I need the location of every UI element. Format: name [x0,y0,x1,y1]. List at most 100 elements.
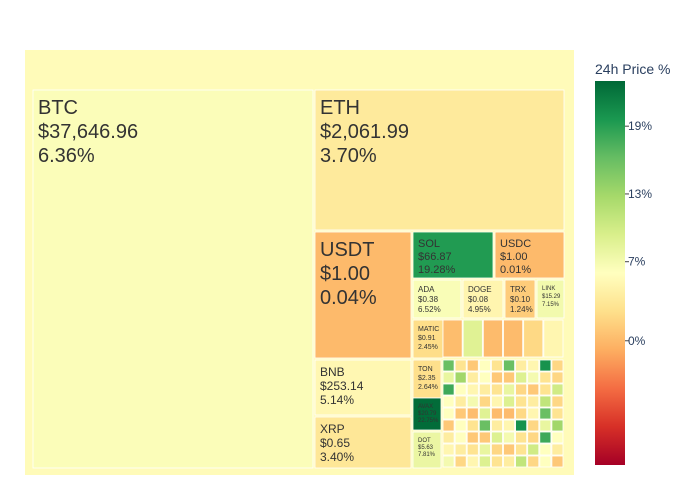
minor-tile [490,359,503,372]
minor-tile [539,359,552,372]
minor-tile [503,319,524,358]
tile-label-price-btc: $37,646.96 [38,121,138,143]
tile-label-symbol-avax: AVAX [418,404,433,410]
minor-tile [466,395,479,408]
minor-tile [503,359,516,372]
minor-tile [454,455,467,468]
minor-tile [503,407,516,420]
minor-tile [454,383,467,396]
minor-tile [442,383,455,396]
tile-label-symbol-usdt: USDT [320,239,374,261]
minor-tile [551,455,564,468]
treemap-tiles: BTC$37,646.966.36%ETH$2,061.993.70%USDT$… [25,50,574,475]
minor-tile [442,359,455,372]
tile-label-price-avax: $20.79 [418,411,437,417]
minor-tile [503,443,516,456]
minor-tile [442,443,455,456]
minor-tile [551,443,564,456]
minor-tile [466,455,479,468]
tile-label-price-bnb: $253.14 [320,379,364,393]
colorbar-title: 24h Price % [595,61,670,77]
tile-label-price-ton: $2.35 [418,375,436,382]
minor-tile [515,431,528,444]
minor-tile [490,371,503,384]
minor-tile [442,431,455,444]
colorbar: 24h Price % 0% 7% 13% 19% [595,61,670,465]
tile-label-symbol-link: LINK [542,286,555,292]
minor-tile [527,407,540,420]
minor-tile [490,395,503,408]
minor-tile [551,371,564,384]
minor-tile [527,383,540,396]
minor-tile [539,455,552,468]
minor-tile [551,407,564,420]
minor-tile [527,443,540,456]
tile-bnb [314,359,412,416]
tile-label-price-link: $15.29 [542,294,561,300]
minor-tile [515,407,528,420]
tile-label-change-trx: 1.24% [510,305,533,314]
tile-label-price-dot: $5.63 [418,445,434,451]
tile-link [536,279,565,319]
minor-tile [543,319,564,358]
tile-label-change-matic: 2.45% [418,344,438,351]
colorbar-gradient [595,81,625,465]
tile-label-price-matic: $0.91 [418,335,436,342]
minor-tile [503,419,516,432]
tile-label-symbol-matic: MATIC [418,326,439,333]
tile-label-change-usdc: 0.01% [500,264,531,276]
tile-usdc [494,231,565,279]
minor-tile [527,371,540,384]
minor-tile [442,395,455,408]
tile-ton [412,359,442,399]
tile-ada [412,279,462,319]
minor-tile [503,383,516,396]
tile-label-symbol-ton: TON [418,366,433,373]
minor-tile [478,443,491,456]
minor-tile [442,419,455,432]
minor-tile [551,419,564,432]
minor-tile [454,371,467,384]
minor-tile [490,443,503,456]
minor-tile [503,371,516,384]
tile-label-price-trx: $0.10 [510,295,531,304]
minor-tile [442,319,463,358]
tile-label-change-eth: 3.70% [320,145,377,167]
minor-tile [490,455,503,468]
minor-tile [490,407,503,420]
minor-tile [466,431,479,444]
tile-label-symbol-usdc: USDC [500,238,531,250]
minor-tile [490,383,503,396]
minor-tile [527,359,540,372]
minor-tile [539,443,552,456]
minor-tile [515,371,528,384]
minor-tile [462,319,483,358]
minor-tile [515,443,528,456]
tile-avax [412,397,442,431]
minor-tile [478,431,491,444]
tile-label-symbol-sol: SOL [418,238,440,250]
tile-eth [314,89,565,231]
minor-tile [454,443,467,456]
minor-tile [503,431,516,444]
minor-tile [539,371,552,384]
minor-tile [454,431,467,444]
minor-tile [442,455,455,468]
tile-label-symbol-ada: ADA [418,285,435,294]
tile-btc [32,89,314,469]
tile-label-price-xrp: $0.65 [320,436,350,450]
minor-tile [527,395,540,408]
tile-label-change-usdt: 0.04% [320,287,377,309]
minor-tile [478,455,491,468]
minor-tile [503,455,516,468]
minor-tile [478,383,491,396]
minor-tile [478,359,491,372]
colorbar-ticks: 0% 7% 13% 19% [625,119,652,348]
minor-tile [551,383,564,396]
minor-tile [490,419,503,432]
minor-tile [523,319,544,358]
minor-tile [515,455,528,468]
tile-label-symbol-xrp: XRP [320,422,345,436]
minor-tile [527,455,540,468]
tile-xrp [314,416,412,469]
